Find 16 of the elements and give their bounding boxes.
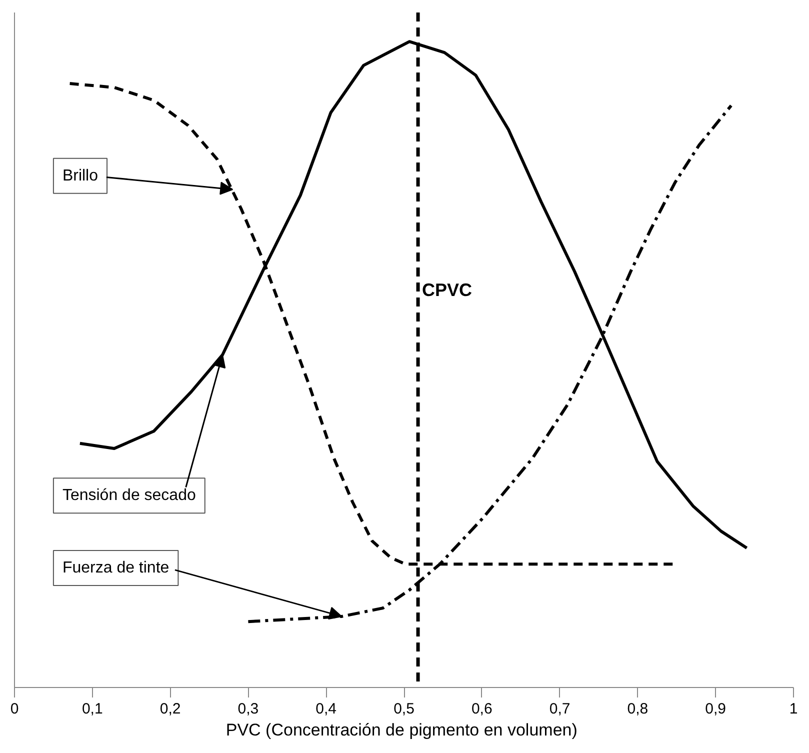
x-tick-label: 0,7 xyxy=(549,700,570,718)
x-tick-label: 0 xyxy=(10,700,19,718)
annotation: Tensión de secado xyxy=(62,487,196,504)
x-tick-label: 0,6 xyxy=(471,700,492,718)
x-tick-label: 1 xyxy=(789,700,798,718)
annotation: Brillo xyxy=(62,167,98,184)
ref-line-label: CPVC xyxy=(422,280,472,300)
x-axis-title: PVC (Concentración de pigmento en volumen) xyxy=(226,720,578,740)
x-tick-label: 0,1 xyxy=(82,700,103,718)
x-tick-label: 0,9 xyxy=(705,700,726,718)
x-tick-label: 0,2 xyxy=(160,700,181,718)
x-tick-label: 0,5 xyxy=(394,700,414,718)
x-tick-label: 0,3 xyxy=(238,700,259,718)
x-tick-label: 0,4 xyxy=(316,700,337,718)
x-tick-label: 0,8 xyxy=(627,700,648,718)
annotation: Fuerza de tinte xyxy=(62,559,170,576)
